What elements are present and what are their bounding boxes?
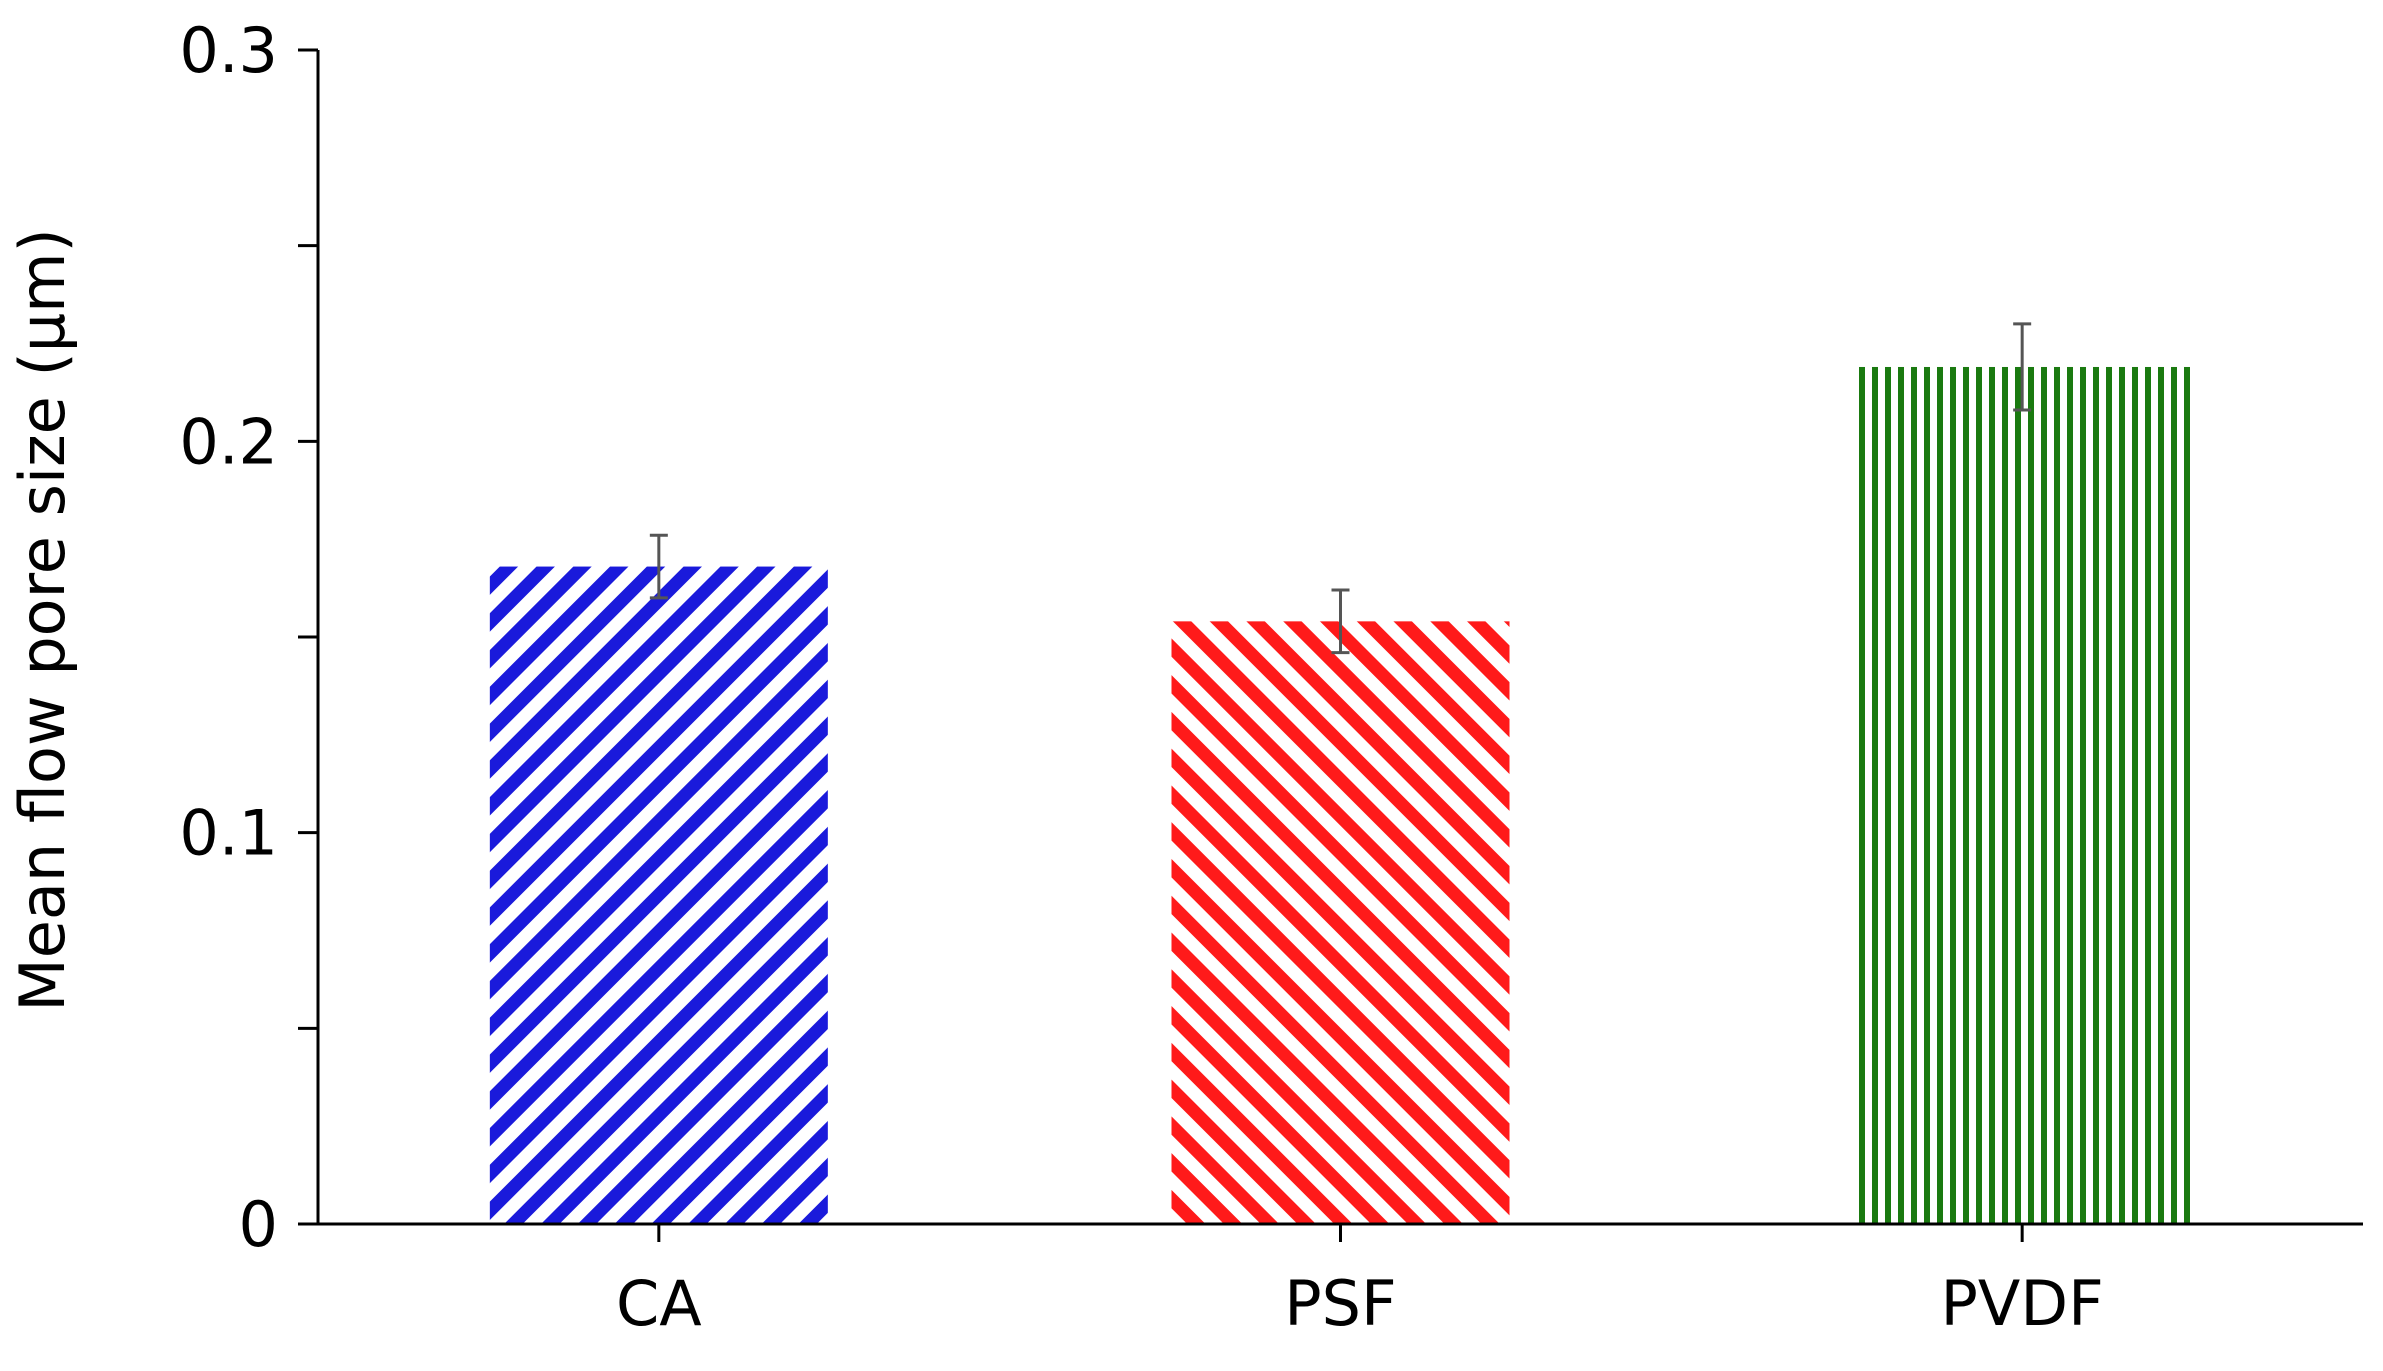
bar-ca: [489, 566, 828, 1224]
x-ticks: CA PSF PVDF: [616, 1224, 2104, 1340]
error-bar-pvdf: [2013, 322, 2032, 412]
bars-layer: [489, 366, 2192, 1225]
x-tick-label-pvdf: PVDF: [1941, 1267, 2104, 1340]
x-tick-label-ca: CA: [616, 1267, 702, 1340]
y-tick-label: 0.2: [179, 405, 278, 478]
error-bar-psf: [1331, 588, 1350, 655]
bar-psf: [1171, 621, 1510, 1224]
y-axis-title: Mean flow pore size (µm): [6, 228, 79, 1011]
y-tick-label: 0: [239, 1188, 278, 1261]
y-tick-label: 0.1: [179, 797, 278, 870]
y-tick-label: 0.3: [179, 14, 278, 87]
x-tick-label-psf: PSF: [1284, 1267, 1396, 1340]
error-bar-ca: [649, 533, 668, 600]
bar-pvdf: [1853, 366, 2192, 1225]
error-bars-layer: [649, 322, 2032, 655]
y-ticks: 0 0.1 0.2 0.3: [179, 14, 318, 1261]
